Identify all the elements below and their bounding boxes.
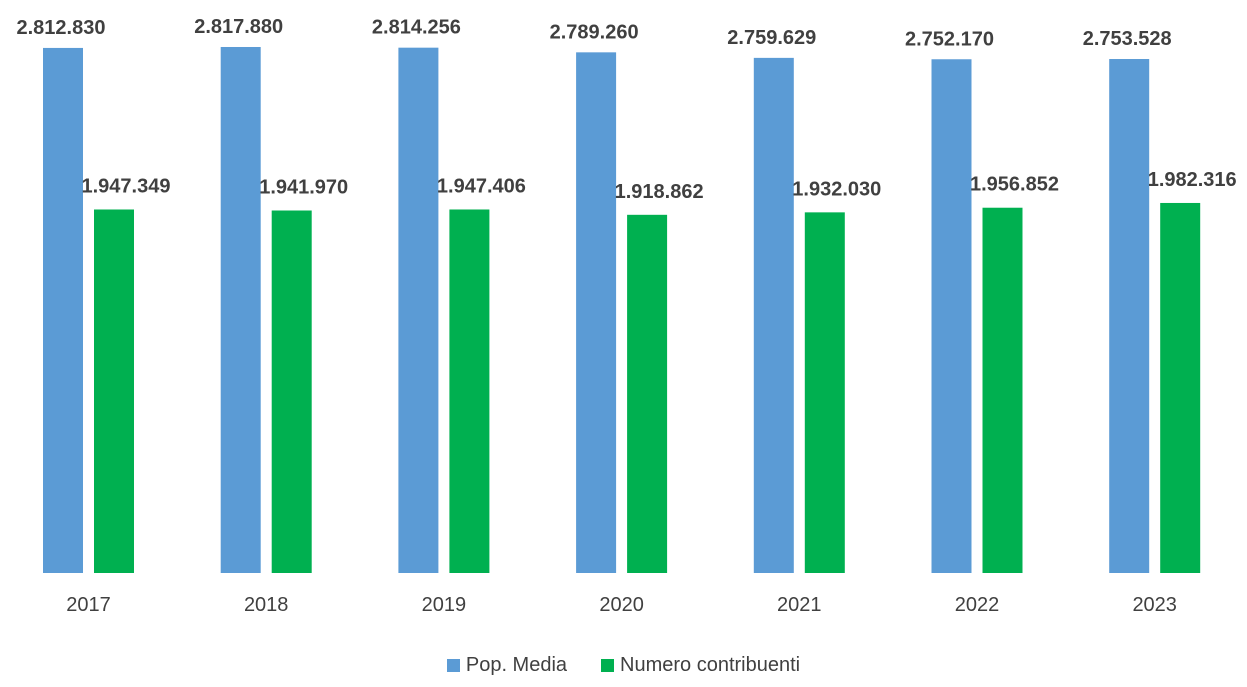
category-label-2019: 2019 <box>422 594 467 616</box>
value-labels-layer: 2.812.830 1.947.349 2.817.880 1.941.970 2.81… <box>17 16 1237 203</box>
legend: Pop. Media Numero contribuenti <box>0 654 1247 677</box>
legend-item-pop-media: Pop. Media <box>446 654 568 677</box>
bar-pop-media-2018 <box>220 46 261 574</box>
category-label-2022: 2022 <box>955 594 1000 616</box>
value-label-pop-media-2023: 2.753.528 <box>1083 28 1172 50</box>
legend-item-numero-contribuenti: Numero contribuenti <box>601 654 800 677</box>
value-label-pop-media-2017: 2.812.830 <box>17 17 106 39</box>
bar-pop-media-2023 <box>1109 59 1150 573</box>
bar-pop-media-2019 <box>398 47 439 573</box>
legend-swatch-numero-contribuenti <box>601 659 615 672</box>
bar-numero-contribuenti-2023 <box>1160 202 1201 573</box>
legend-label-numero-contribuenti: Numero contribuenti <box>620 654 801 676</box>
bar-chart: 2.812.830 1.947.349 2.817.880 1.941.970 2.81… <box>17 16 1237 616</box>
value-label-numero-contribuenti-2023: 1.982.316 <box>1148 169 1237 191</box>
category-labels-layer: 2017 2018 2019 2020 2021 2022 2023 <box>66 594 1177 616</box>
category-label-2018: 2018 <box>244 594 289 616</box>
value-label-pop-media-2019: 2.814.256 <box>372 17 461 39</box>
value-label-pop-media-2021: 2.759.629 <box>727 27 816 49</box>
value-label-numero-contribuenti-2020: 1.918.862 <box>615 181 704 203</box>
value-label-numero-contribuenti-2019: 1.947.406 <box>437 175 526 197</box>
value-label-pop-media-2020: 2.789.260 <box>550 21 639 43</box>
value-label-numero-contribuenti-2022: 1.956.852 <box>970 174 1059 196</box>
bar-pop-media-2017 <box>43 47 83 573</box>
value-label-numero-contribuenti-2021: 1.932.030 <box>792 178 881 200</box>
bar-numero-contribuenti-2022 <box>982 207 1023 574</box>
bar-numero-contribuenti-2017 <box>94 209 134 573</box>
bar-pop-media-2022 <box>931 59 972 574</box>
legend-label-pop-media: Pop. Media <box>465 654 568 676</box>
bar-pop-media-2020 <box>576 52 617 573</box>
category-label-2020: 2020 <box>599 594 644 616</box>
bar-numero-contribuenti-2018 <box>271 210 312 573</box>
category-label-2021: 2021 <box>777 594 822 616</box>
category-label-2023: 2023 <box>1132 594 1177 616</box>
value-label-numero-contribuenti-2018: 1.941.970 <box>259 176 348 198</box>
value-label-numero-contribuenti-2017: 1.947.349 <box>82 175 171 197</box>
bar-pop-media-2021 <box>753 57 794 573</box>
bars-layer <box>43 46 1201 574</box>
bar-numero-contribuenti-2021 <box>804 212 845 573</box>
bar-numero-contribuenti-2019 <box>449 209 490 574</box>
value-label-pop-media-2022: 2.752.170 <box>905 28 994 50</box>
legend-swatch-pop-media <box>446 659 460 672</box>
bar-numero-contribuenti-2020 <box>627 214 668 573</box>
value-label-pop-media-2018: 2.817.880 <box>194 16 283 38</box>
category-label-2017: 2017 <box>66 594 111 616</box>
